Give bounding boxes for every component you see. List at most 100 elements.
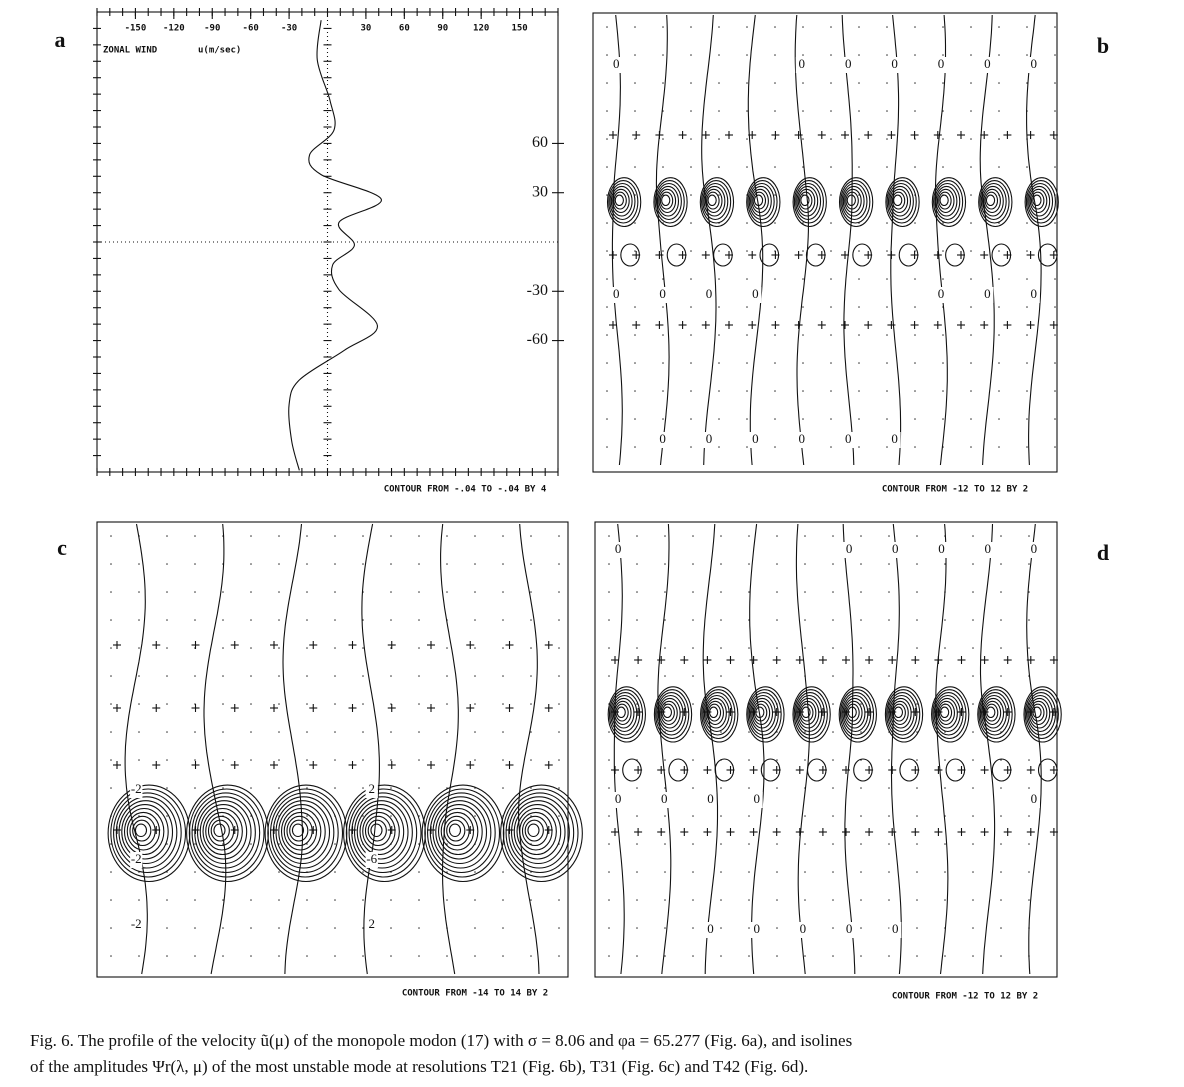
grid-dot (530, 787, 532, 789)
vortex-ring (609, 182, 636, 221)
vortex-ring (701, 180, 732, 224)
grid-dot (804, 871, 806, 873)
grid-dot (832, 703, 834, 705)
contour-label: 0 (984, 56, 991, 71)
vortex-ring (702, 692, 733, 736)
grid-dot (1028, 759, 1030, 761)
vortex-ring (210, 819, 230, 842)
grid-dot (746, 446, 748, 448)
grid-dot (222, 647, 224, 649)
grid-dot (886, 110, 888, 112)
vortex-ring (613, 191, 627, 210)
grid-dot (474, 955, 476, 957)
grid-dot (972, 703, 974, 705)
contour-label: 0 (846, 921, 853, 936)
vortex-ring (979, 692, 1010, 736)
grid-dot (306, 731, 308, 733)
vortex-ring (888, 694, 915, 733)
grid-dot (474, 619, 476, 621)
vortex-ring (524, 819, 544, 842)
vortex-ring (205, 811, 239, 851)
vortex-ring (291, 823, 305, 838)
vortex-ring (655, 689, 690, 740)
grid-dot (306, 815, 308, 817)
grid-dot (474, 675, 476, 677)
y-tick-label: -30 (527, 282, 548, 299)
vortex-ring (129, 815, 156, 847)
grid-dot (830, 362, 832, 364)
vortex-ring (748, 692, 779, 736)
contour-label: 0 (800, 921, 807, 936)
grid-dot (278, 731, 280, 733)
grid-dot (530, 647, 532, 649)
vortex-ring (797, 188, 816, 214)
grid-dot (166, 647, 168, 649)
grid-dot (250, 843, 252, 845)
grid-dot (692, 731, 694, 733)
grid-dot (830, 306, 832, 308)
vortex-ring (931, 177, 967, 228)
grid-dot (804, 591, 806, 593)
grid-dot (664, 675, 666, 677)
vortex-ring (653, 686, 693, 743)
isoline (611, 14, 623, 466)
vortex-ring (750, 185, 772, 217)
vortex-ring (750, 694, 776, 733)
grid-dot (886, 138, 888, 140)
grid-dot (916, 899, 918, 901)
vortex-ring (606, 177, 642, 228)
grid-dot (1054, 26, 1056, 28)
grid-dot (916, 563, 918, 565)
grid-dot (718, 446, 720, 448)
grid-dot (446, 535, 448, 537)
grid-dot (720, 591, 722, 593)
grid-dot (776, 675, 778, 677)
grid-dot (362, 787, 364, 789)
grid-dot (888, 759, 890, 761)
grid-dot (166, 675, 168, 677)
grid-dot (748, 759, 750, 761)
grid-dot (634, 138, 636, 140)
grid-dot (362, 647, 364, 649)
vortex-ring (984, 191, 999, 210)
vortex-ring (753, 703, 768, 722)
x-tick-label: 60 (399, 24, 410, 34)
grid-dot (222, 675, 224, 677)
vortex-ring (343, 784, 426, 883)
grid-dot (362, 955, 364, 957)
grid-dot (306, 703, 308, 705)
grid-dot (664, 955, 666, 957)
contour-label: -2 (131, 781, 142, 796)
isoline (655, 14, 670, 466)
grid-dot (250, 535, 252, 537)
vortex-ring (844, 188, 862, 214)
grid-dot (278, 871, 280, 873)
vortex-ring (437, 807, 479, 856)
vortex-ring (703, 185, 726, 217)
grid-dot (972, 759, 974, 761)
vortex-ring (612, 188, 630, 214)
vortex-ring (978, 689, 1013, 740)
grid-dot (608, 899, 610, 901)
grid-dot (1026, 418, 1028, 420)
grid-dot (802, 166, 804, 168)
vortex-ring (890, 188, 909, 214)
grid-dot (690, 222, 692, 224)
grid-dot (888, 619, 890, 621)
grid-dot (390, 675, 392, 677)
grid-dot (334, 927, 336, 929)
grid-dot (1054, 362, 1056, 364)
grid-dot (776, 899, 778, 901)
grid-dot (858, 250, 860, 252)
contour-label: 0 (707, 791, 714, 806)
grid-dot (748, 535, 750, 537)
grid-dot (664, 899, 666, 901)
grid-dot (608, 563, 610, 565)
grid-dot (970, 110, 972, 112)
grid-dot (888, 563, 890, 565)
vortex-ring (110, 788, 187, 878)
grid-dot (972, 619, 974, 621)
grid-dot (606, 54, 608, 56)
grid-dot (530, 535, 532, 537)
grid-dot (1054, 390, 1056, 392)
